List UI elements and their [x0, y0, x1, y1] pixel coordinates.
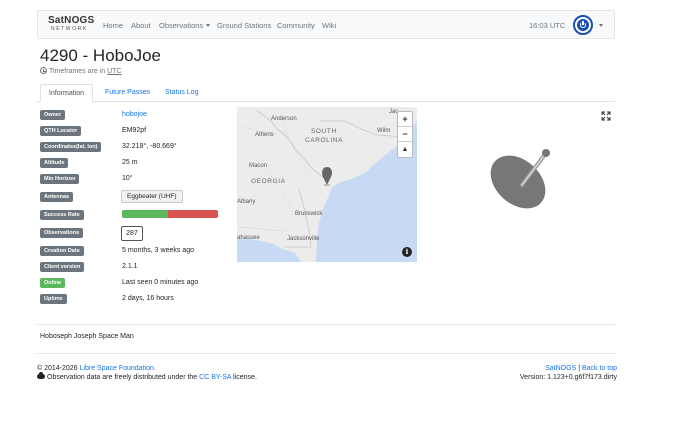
nav-home[interactable]: Home — [103, 21, 124, 30]
creation-value: 5 months, 3 weeks ago — [122, 247, 194, 254]
horizon-label: Min Horizon — [40, 174, 80, 184]
nav-about[interactable]: About — [131, 21, 151, 30]
license-prefix: Observation data are freely distributed … — [47, 374, 198, 381]
map-label-wilmington: Wilm — [377, 128, 391, 134]
chevron-down-icon — [206, 24, 211, 27]
nav-ground-stations[interactable]: Ground Stations — [217, 21, 272, 30]
map-marker-icon[interactable] — [322, 167, 332, 186]
page-title: 4290 - HoboJoe — [40, 46, 161, 65]
libre-space-link[interactable]: Libre Space Foundation. — [79, 365, 156, 372]
qth-value: EM92pf — [122, 127, 147, 134]
map-label-albany: Albany — [237, 199, 256, 205]
altitude-label: Altitude — [40, 158, 69, 168]
horizon-value: 10° — [122, 175, 133, 182]
divider — [37, 324, 615, 325]
nav-observations[interactable]: Observations — [159, 21, 211, 30]
success-rate-bar[interactable] — [122, 210, 218, 218]
footer-license: Observation data are freely distributed … — [37, 372, 257, 381]
nav-wiki[interactable]: Wiki — [322, 21, 337, 30]
observations-count-button[interactable]: 287 — [121, 226, 143, 241]
clock-icon — [40, 67, 47, 74]
coords-value: 32.218°, -80.669° — [122, 143, 177, 150]
creation-label: Creation Date — [40, 246, 84, 256]
success-rate-ok — [122, 210, 169, 218]
reset-north-button[interactable]: ▲ — [401, 146, 409, 153]
qth-label: QTH Locator — [40, 126, 82, 136]
divider — [37, 353, 615, 354]
station-tabs: Information Future Passes Status Log — [37, 84, 615, 102]
uptime-label: Uptime — [40, 294, 67, 304]
brand-bottom: NETWORK — [51, 26, 88, 32]
success-rate-label: Success Rate — [40, 210, 84, 220]
map-label-tallahassee: ahassee — [237, 235, 260, 241]
map-zoom-controls: + − ▲ — [397, 111, 413, 158]
map-label-brunswick: Brunswick — [295, 211, 323, 217]
tab-future-passes[interactable]: Future Passes — [105, 89, 151, 96]
owner-link[interactable]: hobojoe — [122, 111, 147, 118]
back-to-top-link[interactable]: Back to top — [581, 365, 617, 372]
observations-label: Observations — [40, 228, 84, 238]
nav-community[interactable]: Community — [277, 21, 315, 30]
footer-separator: | — [578, 365, 581, 372]
timeframe-note: Timeframes are in UTC — [40, 67, 122, 75]
last-seen-value: Last seen 0 minutes ago — [122, 279, 199, 286]
copyright-text: © 2014-2026 — [37, 365, 78, 372]
uptime-value: 2 days, 16 hours — [122, 295, 174, 302]
station-map[interactable]: Anderson Athens SOUTH CAROLINA Wilm Jac … — [237, 107, 417, 262]
zoom-out-button[interactable]: − — [398, 127, 412, 142]
footer-copyright: © 2014-2026 Libre Space Foundation. — [37, 365, 156, 372]
map-label-macon: Macon — [249, 163, 268, 169]
map-label-carolina: CAROLINA — [305, 137, 344, 144]
tab-information[interactable]: Information — [40, 84, 94, 102]
success-rate-failed — [168, 210, 218, 218]
map-label-south: SOUTH — [311, 128, 337, 135]
antennas-label: Antennas — [40, 192, 74, 202]
brand-top: SatNOGS — [48, 15, 95, 26]
client-version-label: Client version — [40, 262, 85, 272]
satnogs-link[interactable]: SatNOGS — [545, 365, 577, 372]
power-icon — [577, 19, 589, 31]
map-label-jacksonville: Jacksonville — [287, 236, 320, 242]
timeframe-prefix: Timeframes are in — [49, 68, 106, 75]
chevron-down-icon[interactable] — [599, 24, 603, 27]
expand-icon[interactable] — [601, 111, 611, 121]
map-tiles — [237, 110, 417, 262]
info-icon[interactable]: i — [402, 247, 412, 257]
tab-status-log[interactable]: Status Log — [165, 89, 199, 96]
map-label-jacksonville-nc: Jac — [389, 109, 399, 115]
client-version-value: 2.1.1 — [122, 263, 138, 270]
online-status-badge: Online — [40, 278, 66, 288]
antenna-dish-icon — [490, 149, 550, 209]
antenna-badge[interactable]: Eggbeater (UHF) — [121, 190, 183, 203]
zoom-in-button[interactable]: + — [398, 112, 412, 127]
footer-version: Version: 1.123+0.g6f7f173.dirty — [519, 374, 617, 381]
footer-links: SatNOGS | Back to top — [545, 365, 617, 372]
navbar: SatNOGS NETWORK Home About Observations … — [37, 10, 615, 39]
altitude-value: 25 m — [122, 159, 138, 166]
cc-by-sa-link[interactable]: CC BY-SA — [199, 374, 232, 381]
timeframe-unit: UTC — [107, 68, 122, 75]
license-suffix: license. — [233, 374, 257, 381]
utc-clock: 16:03 UTC — [529, 21, 566, 30]
nav-observations-label: Observations — [159, 21, 204, 30]
map-label-anderson: Anderson — [271, 116, 297, 122]
map-label-georgia: GEORGIA — [251, 178, 286, 185]
coords-label: Coordinates(lat, lon) — [40, 142, 102, 152]
owner-label: Owner — [40, 110, 66, 120]
user-menu-button[interactable] — [573, 15, 593, 35]
map-label-athens: Athens — [255, 132, 274, 138]
cloud-icon — [37, 372, 45, 379]
satnogs-logo[interactable]: SatNOGS NETWORK — [48, 16, 94, 32]
station-description: Hoboseph Joseph Space Man — [40, 333, 134, 340]
